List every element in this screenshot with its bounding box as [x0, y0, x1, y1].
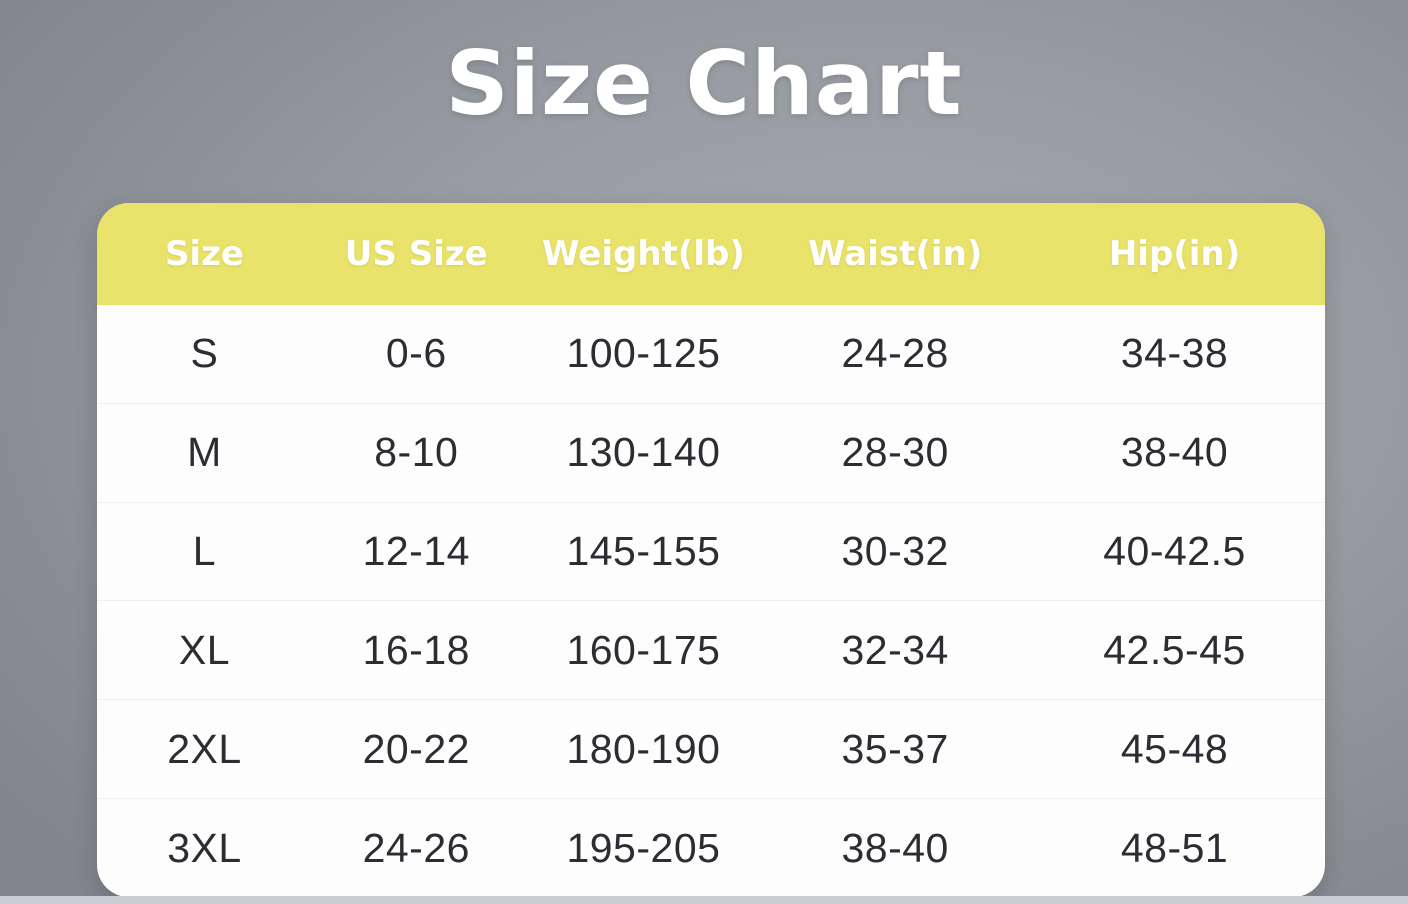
table-cell: S — [190, 330, 219, 377]
table-cell: L — [192, 528, 217, 575]
table-row-xl: XL 16-18 160-175 32-34 42.5-45 — [97, 601, 1325, 701]
table-cell: 100-125 — [566, 330, 721, 377]
table-cell: 24-28 — [841, 330, 949, 377]
column-header-weight-lb: Weight(lb) — [542, 234, 745, 274]
table-cell: 180-190 — [566, 725, 721, 772]
table-cell: 35-37 — [841, 725, 949, 772]
table-cell: M — [187, 429, 222, 476]
table-cell: 0-6 — [385, 330, 447, 377]
table-header-row: Size US Size Weight(lb) Waist(in) Hip(in) — [97, 203, 1325, 305]
table-cell: 38-40 — [1120, 429, 1229, 476]
table-row-m: M 8-10 130-140 28-30 38-40 — [97, 404, 1325, 503]
table-cell: 32-34 — [841, 626, 949, 673]
table-row-s: S 0-6 100-125 24-28 34-38 — [97, 305, 1325, 404]
table-cell: 30-32 — [841, 528, 949, 575]
table-cell: 2XL — [167, 725, 242, 772]
table-cell: 28-30 — [841, 429, 949, 476]
table-cell: 48-51 — [1120, 824, 1229, 871]
table-cell: XL — [178, 626, 231, 673]
size-chart-table: Size US Size Weight(lb) Waist(in) Hip(in) S 0… — [97, 203, 1325, 897]
table-cell: 45-48 — [1120, 725, 1229, 772]
table-cell: 145-155 — [566, 528, 721, 575]
table-cell: 130-140 — [566, 429, 721, 476]
table-cell: 40-42.5 — [1103, 528, 1246, 575]
table-body: S 0-6 100-125 24-28 34-38 M 8-10 130-140 28-30 38… — [97, 305, 1325, 897]
table-cell: 8-10 — [374, 429, 459, 476]
table-cell: 3XL — [167, 824, 242, 871]
table-cell: 38-40 — [841, 824, 949, 871]
column-header-us-size: US Size — [344, 234, 488, 274]
table-cell: 16-18 — [362, 626, 470, 673]
table-cell: 160-175 — [566, 626, 721, 673]
column-header-size: Size — [164, 234, 244, 274]
table-cell: 195-205 — [566, 824, 721, 871]
column-header-hip-in: Hip(in) — [1108, 234, 1241, 274]
floor-strip — [0, 896, 1408, 904]
table-cell: 34-38 — [1120, 330, 1229, 377]
table-cell: 12-14 — [362, 528, 470, 575]
table-cell: 20-22 — [362, 725, 470, 772]
table-cell: 24-26 — [362, 824, 470, 871]
table-row-l: L 12-14 145-155 30-32 40-42.5 — [97, 503, 1325, 602]
table-row-2xl: 2XL 20-22 180-190 35-37 45-48 — [97, 700, 1325, 800]
table-cell: 42.5-45 — [1103, 626, 1246, 673]
page-title: Size Chart — [445, 32, 963, 135]
table-row-3xl: 3XL 24-26 195-205 38-40 48-51 — [97, 799, 1325, 897]
column-header-waist-in: Waist(in) — [808, 234, 983, 274]
